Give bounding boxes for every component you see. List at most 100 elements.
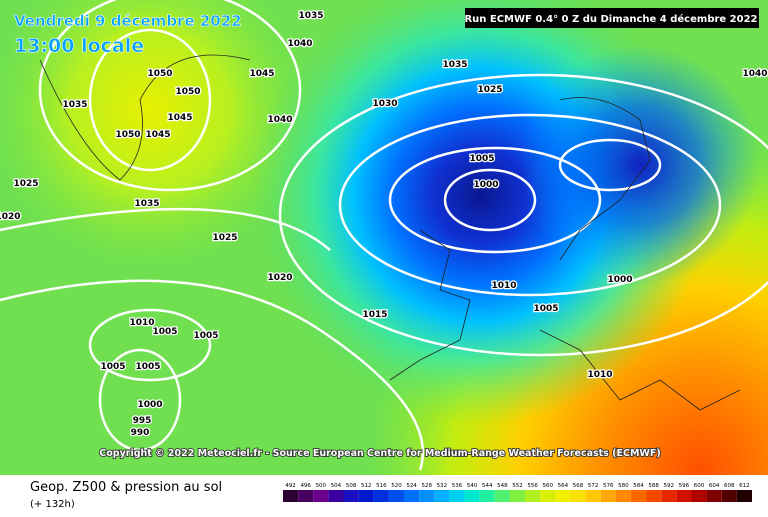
color-swatch [373, 490, 389, 502]
color-swatch [464, 490, 480, 502]
color-swatch [555, 490, 571, 502]
scale-label: 500 [316, 483, 327, 489]
isobar-label: 1020 [267, 273, 292, 283]
isobar-label: 1010 [587, 370, 612, 380]
color-swatch [388, 490, 405, 502]
isobar-label: 1030 [372, 99, 397, 109]
scale-label: 528 [421, 483, 432, 489]
color-swatch [540, 490, 556, 502]
color-swatch [736, 490, 752, 502]
color-swatch [358, 490, 374, 502]
isobar-label: 1005 [100, 362, 125, 372]
color-swatch [283, 490, 299, 502]
isobar-label: 990 [131, 428, 150, 438]
color-swatch [646, 490, 662, 502]
color-swatch [721, 490, 737, 502]
color-swatch [343, 490, 359, 502]
isobar-label: 1045 [249, 69, 274, 79]
isobar-label: 1045 [167, 113, 192, 123]
isobar-label: 1020 [0, 212, 21, 222]
color-swatch [661, 490, 677, 502]
isobar-label: 1050 [147, 69, 172, 79]
forecast-time: 13:00 locale [14, 35, 144, 57]
isobar-label: 1025 [477, 85, 502, 95]
scale-label: 544 [482, 483, 493, 489]
scale-label: 532 [437, 483, 448, 489]
scale-label: 596 [679, 483, 690, 489]
isobar-label: 1005 [152, 327, 177, 337]
isobar-label: 1005 [533, 304, 558, 314]
isobar-label: 1000 [607, 275, 632, 285]
isobar-label: 1005 [193, 331, 218, 341]
scale-label: 520 [391, 483, 402, 489]
isobar-label: 1035 [134, 199, 159, 209]
scale-label: 584 [633, 483, 644, 489]
isobar-label: 1025 [13, 179, 38, 189]
scale-label: 608 [724, 483, 735, 489]
color-swatch [434, 490, 450, 502]
scale-label: 516 [376, 483, 387, 489]
scale-label: 492 [285, 483, 296, 489]
isobar-label: 1050 [175, 87, 200, 97]
color-swatch [449, 490, 465, 502]
isobars [0, 0, 768, 471]
color-swatch [615, 490, 631, 502]
legend-title: Geop. Z500 & pression au sol [30, 480, 222, 495]
isobar-label: 1000 [473, 180, 498, 190]
isobar-label: 1040 [742, 69, 767, 79]
run-box [465, 8, 759, 28]
scale-label: 592 [664, 483, 675, 489]
isobar-label: 1045 [145, 130, 170, 140]
scale-label: 612 [739, 483, 750, 489]
scale-label: 508 [346, 483, 357, 489]
color-swatch [313, 490, 329, 502]
scale-label: 536 [452, 483, 463, 489]
color-swatch [676, 490, 692, 502]
scale-label: 504 [331, 483, 342, 489]
coastlines [39, 54, 741, 411]
color-swatch [525, 490, 541, 502]
scale-label: 548 [497, 483, 508, 489]
lead-time: (+ 132h) [30, 499, 75, 510]
scale-label: 540 [467, 483, 478, 489]
scale-label: 560 [543, 483, 554, 489]
color-swatch [328, 490, 344, 502]
color-swatch [630, 490, 647, 502]
color-swatch [585, 490, 601, 502]
isobar-label: 1040 [287, 39, 312, 49]
run-info: Run ECMWF 0.4° 0 Z du Dimanche 4 décembr… [464, 13, 757, 25]
scale-label: 572 [588, 483, 599, 489]
scale-label: 552 [512, 483, 523, 489]
scale-label: 496 [300, 483, 311, 489]
color-swatch [600, 490, 616, 502]
scale-label: 576 [603, 483, 614, 489]
isobar-label: 1010 [491, 281, 516, 291]
color-swatch [298, 490, 314, 502]
isobar-label: 1000 [137, 400, 162, 410]
scale-label: 564 [558, 483, 569, 489]
trough-east [0, 0, 768, 475]
color-swatch [706, 490, 722, 502]
scale-label: 588 [648, 483, 659, 489]
color-swatch [419, 490, 435, 502]
isobar-label: 1035 [298, 11, 323, 21]
color-swatch [509, 490, 526, 502]
scale-label: 568 [573, 483, 584, 489]
scale-label: 600 [694, 483, 705, 489]
color-swatch [494, 490, 510, 502]
isobar-label: 1025 [212, 233, 237, 243]
isobar-label: 1040 [267, 115, 292, 125]
isobar-label: 995 [133, 416, 152, 426]
isobar-label: 1010 [129, 318, 154, 328]
scale-label: 512 [361, 483, 372, 489]
isobar-label: 1005 [469, 154, 494, 164]
scale-label: 580 [618, 483, 629, 489]
color-swatch [479, 490, 495, 502]
isobar-label: 1005 [135, 362, 160, 372]
scale-label: 556 [527, 483, 538, 489]
forecast-date: Vendredi 9 décembre 2022 [14, 12, 242, 30]
isobar-label: 1035 [442, 60, 467, 70]
color-swatch [570, 490, 586, 502]
isobar-label: 1015 [362, 310, 387, 320]
